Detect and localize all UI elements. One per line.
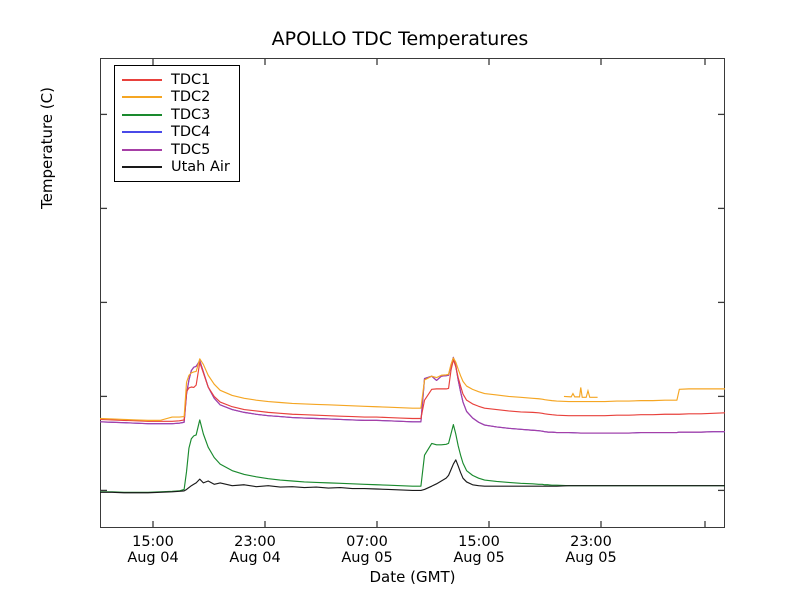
legend-swatch-tdc1 [122,71,171,89]
legend-item-utah-air[interactable]: Utah Air [122,159,230,177]
legend-line-icon [122,131,162,134]
legend-item-tdc3[interactable]: TDC3 [122,106,230,124]
axis-ticks [100,58,725,528]
legend-label: TDC2 [171,89,211,106]
xtick-label-1: 23:00 Aug 04 [200,534,310,566]
legend-swatch-tdc4 [122,124,171,142]
legend-item-tdc1[interactable]: TDC1 [122,71,230,89]
series-line-tdc3 [100,419,725,493]
xtick-time-4: 23:00 [570,534,612,550]
xtick-label-2: 07:00 Aug 05 [312,534,422,566]
legend-line-icon [122,96,162,99]
series-line-tdc2 [100,357,725,421]
plot-area: 20 40 60 80 100 15:00 Aug 04 23:00 Aug 0… [38,58,725,586]
xtick-time-3: 15:00 [458,534,500,550]
xtick-date-2: Aug 05 [341,550,393,567]
series-line-utah-air [100,459,725,494]
legend-label: TDC3 [171,106,211,123]
legend-item-tdc5[interactable]: TDC5 [122,141,230,159]
legend-swatch-utah-air [122,159,171,177]
xtick-label-3: 15:00 Aug 05 [424,534,534,566]
legend-label: TDC4 [171,124,211,141]
xtick-date-0: Aug 04 [127,550,179,567]
xtick-date-3: Aug 05 [453,550,505,567]
y-axis-label: Temperature (C) [38,87,56,209]
xtick-time-1: 23:00 [234,534,276,550]
legend-item-tdc2[interactable]: TDC2 [122,89,230,107]
xtick-time-0: 15:00 [132,534,174,550]
legend-line-icon [122,166,162,169]
xtick-time-2: 07:00 [346,534,388,550]
legend-label: Utah Air [171,159,230,176]
legend-label: TDC5 [171,141,211,158]
legend-line-icon [122,78,162,81]
legend-swatch-tdc2 [122,89,171,107]
legend-line-icon [122,148,162,151]
legend-item-tdc4[interactable]: TDC4 [122,124,230,142]
legend: TDC1 TDC2 TDC3 TDC4 TDC5 Utah Air [114,65,240,182]
xtick-date-4: Aug 05 [565,550,617,567]
chart-title: APOLLO TDC Temperatures [271,28,529,50]
legend-label: TDC1 [171,71,211,88]
series-line-tdc1 [100,359,725,422]
series-canvas [100,58,725,528]
legend-table: TDC1 TDC2 TDC3 TDC4 TDC5 Utah Air [122,71,230,176]
series-annotation-tdc2-transients [563,387,598,398]
series-line-tdc5 [100,356,725,434]
xtick-date-1: Aug 04 [229,550,281,567]
xtick-label-0: 15:00 Aug 04 [98,534,208,566]
legend-swatch-tdc3 [122,106,171,124]
legend-line-icon [122,113,162,116]
xtick-label-4: 23:00 Aug 05 [536,534,646,566]
legend-swatch-tdc5 [122,141,171,159]
legend-body: TDC1 TDC2 TDC3 TDC4 TDC5 Utah Air [122,71,230,176]
x-axis-label: Date (GMT) [369,568,456,586]
